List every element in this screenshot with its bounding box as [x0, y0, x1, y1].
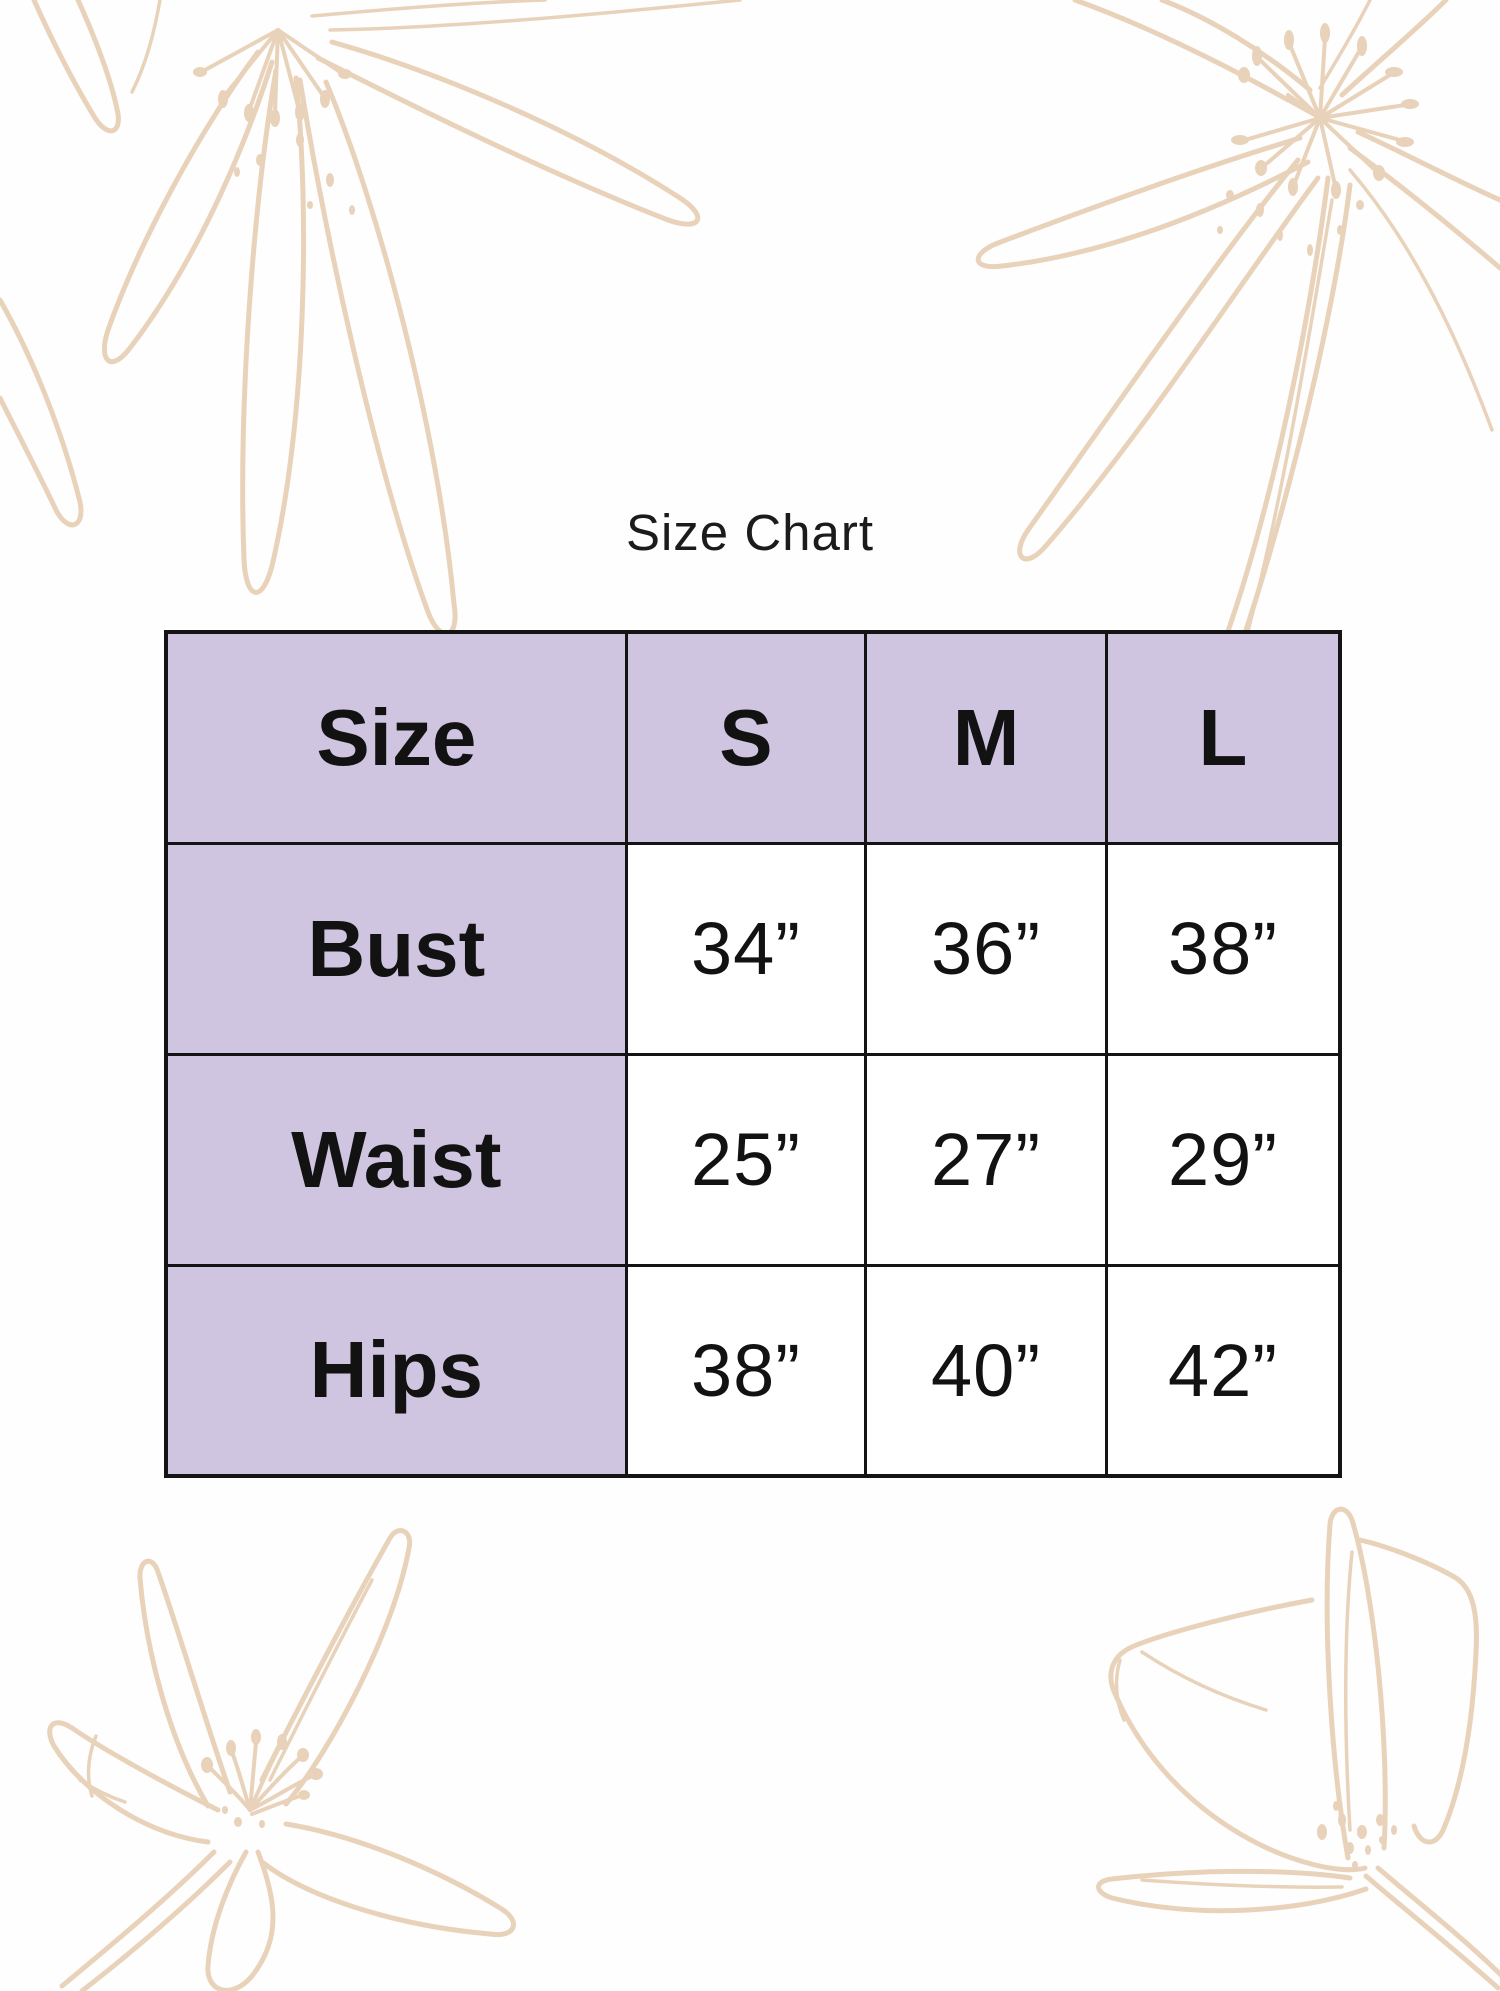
header-cell-size: Size — [164, 630, 628, 845]
table-row-bust: Bust 34” 36” 38” — [164, 841, 1342, 1056]
page-title: Size Chart — [625, 504, 875, 561]
table-row-hips: Hips 38” 40” 42” — [164, 1263, 1342, 1478]
cell-bust-l: 38” — [1104, 841, 1342, 1056]
cell-waist-l: 29” — [1104, 1052, 1342, 1267]
cell-bust-s: 34” — [624, 841, 868, 1056]
flower-sketch-bottom-right-icon — [1096, 1506, 1500, 1991]
cell-waist-m: 27” — [864, 1052, 1108, 1267]
cell-hips-s: 38” — [624, 1263, 868, 1478]
cell-bust-m: 36” — [864, 841, 1108, 1056]
header-cell-s: S — [624, 630, 868, 845]
size-chart-table: Size S M L Bust 34” 36” 38” Waist 25” 27… — [164, 630, 1342, 1478]
flower-sketch-bottom-left-icon — [47, 1528, 516, 1991]
cell-hips-l: 42” — [1104, 1263, 1342, 1478]
header-cell-m: M — [864, 630, 1108, 845]
row-label-bust: Bust — [164, 841, 628, 1056]
table-row-waist: Waist 25” 27” 29” — [164, 1052, 1342, 1267]
cell-hips-m: 40” — [864, 1263, 1108, 1478]
row-label-hips: Hips — [164, 1263, 628, 1478]
header-cell-l: L — [1104, 630, 1342, 845]
flower-sketch-top-left-icon — [0, 0, 742, 636]
row-label-waist: Waist — [164, 1052, 628, 1267]
cell-waist-s: 25” — [624, 1052, 868, 1267]
table-header-row: Size S M L — [164, 630, 1342, 845]
